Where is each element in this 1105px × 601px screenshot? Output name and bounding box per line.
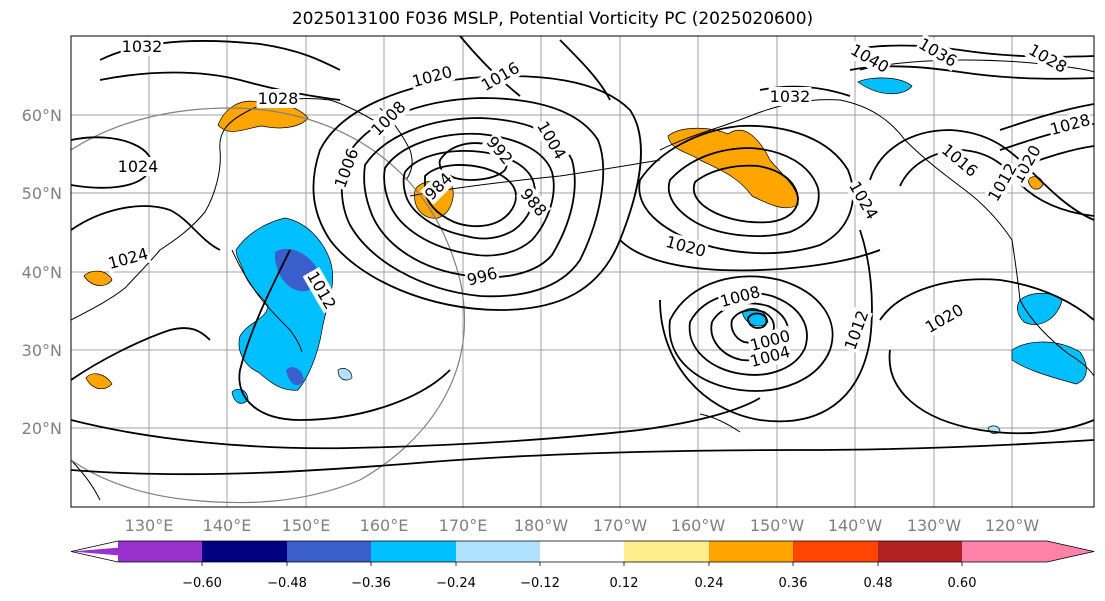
contour-label: 1028 — [258, 89, 299, 108]
colorbar-tick-label: −0.48 — [267, 576, 307, 591]
pv-negative-area — [337, 368, 353, 381]
isobar — [71, 205, 221, 251]
colorbar-tick-label: −0.12 — [520, 576, 560, 591]
longitude-label: 140°E — [203, 516, 252, 535]
isobar — [71, 327, 211, 381]
pv-positive-area — [83, 270, 113, 286]
coastline-hawaii — [699, 413, 741, 433]
isobar — [899, 149, 1094, 217]
pv-negative-area — [1017, 292, 1063, 325]
range-circle — [71, 107, 465, 504]
colorbar: −0.60 −0.48 −0.36 −0.24 −0.12 0.12 0.24 0.36 0.4… — [70, 540, 1095, 591]
colorbar-tick-label: −0.24 — [436, 576, 476, 591]
contour-label: 1032 — [122, 37, 163, 56]
colorbar-tick-label: 0.12 — [610, 576, 639, 591]
isobar — [312, 75, 642, 311]
colorbar-cell — [1047, 541, 1094, 562]
latitude-label: 50°N — [22, 184, 62, 203]
pv-negative-area-strong — [286, 367, 304, 386]
colorbar-outline — [70, 540, 1095, 563]
isobar — [619, 239, 881, 272]
latitude-label: 20°N — [22, 419, 62, 438]
colorbar-cell — [202, 541, 287, 562]
latitude-label: 60°N — [22, 106, 62, 125]
isobar — [559, 39, 611, 101]
longitude-label: 150°E — [282, 516, 331, 535]
longitude-label: 120°W — [985, 516, 1040, 535]
isobar — [402, 150, 536, 240]
colorbar-tick-label: 0.24 — [695, 576, 724, 591]
isobar — [659, 229, 873, 423]
colorbar-cell — [371, 541, 456, 562]
isobar — [668, 275, 834, 392]
isobar — [888, 349, 1094, 435]
colorbar-cell — [878, 541, 962, 562]
coastline-asia — [71, 98, 391, 321]
longitude-label: 170°E — [439, 516, 488, 535]
colorbar-tick-label: 0.60 — [948, 576, 977, 591]
isobar — [99, 71, 341, 101]
isobar — [383, 132, 555, 257]
latitude-label: 30°N — [22, 341, 62, 360]
pv-negative-area — [1011, 341, 1087, 385]
latitude-label: 40°N — [22, 263, 62, 282]
isobar — [692, 164, 799, 224]
pv-positive-area — [667, 127, 799, 209]
longitude-label: 140°W — [828, 516, 883, 535]
coastline-arctic — [859, 59, 1094, 73]
contour-label: 1024 — [118, 157, 159, 176]
colorbar-tick-label: 0.36 — [779, 576, 808, 591]
colorbar-tick-label: 0.48 — [864, 576, 893, 591]
contour-label: 1032 — [770, 87, 811, 106]
colorbar-cell — [287, 541, 371, 562]
coastline-japan — [231, 249, 303, 353]
longitude-label: 160°E — [360, 516, 409, 535]
isobar — [238, 249, 451, 421]
colorbar-tick-label: −0.36 — [351, 576, 391, 591]
isobar — [747, 312, 768, 329]
colorbar-cell — [709, 541, 793, 562]
isobar — [71, 397, 761, 450]
isobar — [667, 147, 820, 237]
colorbar-tick-label: −0.60 — [182, 576, 222, 591]
isobar — [363, 117, 576, 279]
longitude-label: 180°W — [514, 516, 569, 535]
isobar — [999, 103, 1094, 131]
isobar — [340, 97, 605, 298]
coastline-alaska — [659, 99, 1013, 241]
longitude-label: 150°W — [750, 516, 805, 535]
colorbar-cell — [118, 541, 202, 562]
pv-negative-area — [857, 77, 913, 95]
coastline-philippines — [71, 459, 101, 501]
map-frame — [70, 35, 1095, 508]
isobar — [71, 439, 1094, 476]
longitude-label: 160°W — [671, 516, 726, 535]
longitude-label: 170°W — [593, 516, 648, 535]
colorbar-cell — [456, 541, 540, 562]
pv-positive-area — [85, 373, 113, 390]
latitude-labels: 60°N 50°N 40°N 30°N 20°N — [22, 106, 62, 438]
colorbar-cell — [962, 541, 1047, 562]
isobar — [879, 278, 1094, 321]
colorbar-cell — [793, 541, 878, 562]
longitude-label: 130°W — [907, 516, 962, 535]
map-title: 2025013100 F036 MSLP, Potential Vorticit… — [291, 9, 814, 29]
longitude-label: 130°E — [125, 516, 174, 535]
colorbar-cell — [624, 541, 709, 562]
coastline-north-america — [1011, 239, 1094, 377]
longitude-labels: 130°E 140°E 150°E 160°E 170°E 180°W 170°W 160°W… — [125, 516, 1040, 535]
isobar — [424, 164, 517, 228]
isobar — [869, 129, 1094, 221]
colorbar-cell — [540, 541, 624, 562]
isobar — [459, 36, 521, 97]
